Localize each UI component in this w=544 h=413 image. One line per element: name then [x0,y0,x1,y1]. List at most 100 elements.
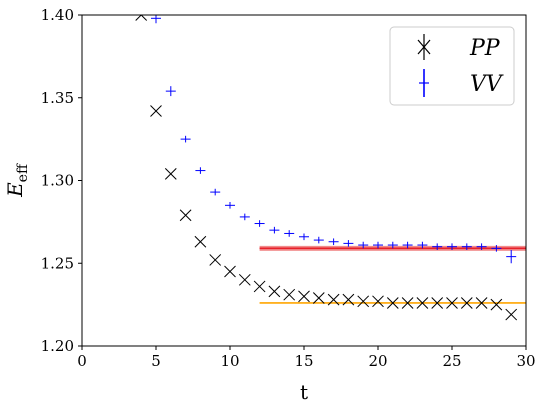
pp-point-stroke-b [179,209,192,222]
y-tick-label: 1.40 [41,6,74,24]
series-layer [135,15,518,321]
vv-point [195,167,206,174]
pp-point-stroke-a [140,15,148,21]
vv-point [254,220,265,227]
vv-point [447,243,457,251]
vv-point [373,241,383,249]
vv-point [313,236,324,244]
pp-point [194,235,207,248]
pp-point [505,308,518,321]
vv-point [476,243,487,251]
pp-point-stroke-b [150,105,162,117]
vv-point [358,241,369,249]
pp-point-stroke-b [416,297,429,309]
vv-point [180,135,191,143]
vv-point [417,241,428,249]
pp-point [150,105,162,117]
legend-label-vv: VV [470,72,504,97]
pp-point-stroke-b [460,297,473,309]
pp-point-stroke-b [431,297,444,309]
pp-point [209,254,222,266]
x-tick-label: 25 [442,352,461,370]
pp-point-stroke-b [224,265,236,278]
y-tick-label: 1.20 [41,337,74,355]
pp-point-stroke-b [342,293,355,306]
vv-point [165,86,176,97]
pp-point [298,290,310,303]
pp-point-stroke-b [209,254,222,266]
pp-point [253,280,266,293]
vv-point [239,213,250,221]
x-tick-label: 5 [151,352,161,370]
vv-point [284,230,295,237]
pp-point-stroke-b [238,273,251,286]
y-axis-label-subscript: eff [15,163,31,182]
pp-point-stroke-b [312,292,325,304]
vv-point [210,188,221,196]
y-axis-label: Eeff [3,163,31,198]
pp-point [342,293,355,306]
vv-point [461,243,472,251]
pp-point-stroke-b [357,295,370,308]
pp-point [416,297,429,309]
vv-point [225,202,235,209]
vv-point [491,245,502,252]
x-axis-label: t [300,380,308,404]
pp-point [357,295,370,308]
y-axis-label-main: E [3,182,27,198]
legend-marker-vv [419,69,429,97]
x-tick-label: 10 [220,352,239,370]
vv-point [506,250,517,264]
x-tick-label: 0 [77,352,87,370]
pp-point [401,297,414,309]
pp-point [475,297,488,309]
fit-layer [259,245,526,304]
pp-point-stroke-b [268,285,281,298]
pp-point [372,295,384,308]
pp-point-stroke-b [386,297,399,309]
vv-point [299,233,309,241]
vv-point [387,241,398,249]
y-tick-label: 1.30 [41,172,74,190]
pp-point [446,297,458,309]
vv-point [328,238,339,246]
pp-point-stroke-b [490,298,503,311]
legend-label-pp: PP [469,36,501,61]
pp-point-stroke-b [283,288,296,301]
pp-point-stroke-b [298,290,310,303]
pp-point [164,168,177,180]
y-tick-label: 1.35 [41,89,74,107]
pp-point [312,292,325,304]
pp-point-stroke-b [505,308,518,321]
pp-point [238,273,251,286]
pp-point-stroke-b [401,297,414,309]
pp-point [179,209,192,222]
pp-point [386,297,399,309]
legend-box [389,26,515,106]
pp-point [224,265,236,278]
pp-point-stroke-b [475,297,488,309]
pp-point [431,297,444,309]
pp-point-stroke-b [372,295,384,308]
pp-point [327,293,340,306]
x-tick-label: 20 [368,352,387,370]
pp-point [135,15,148,21]
pp-point-stroke-b [446,297,458,309]
pp-point-stroke-b [194,235,207,248]
pp-point-stroke-b [327,293,340,306]
vv-point [402,241,413,249]
pp-point-stroke-b [164,168,177,180]
legend-marker-pp [417,34,431,60]
vv-point [269,226,280,234]
pp-point-stroke-b [135,15,142,21]
pp-point [460,297,473,309]
pp-point [283,288,296,301]
x-tick-label: 30 [516,352,535,370]
x-tick-label: 15 [294,352,313,370]
pp-point [268,285,281,298]
legend-layer: PP VV [389,26,515,106]
pp-point-stroke-b [253,280,266,293]
pp-point [490,298,503,311]
vv-point [432,243,443,251]
